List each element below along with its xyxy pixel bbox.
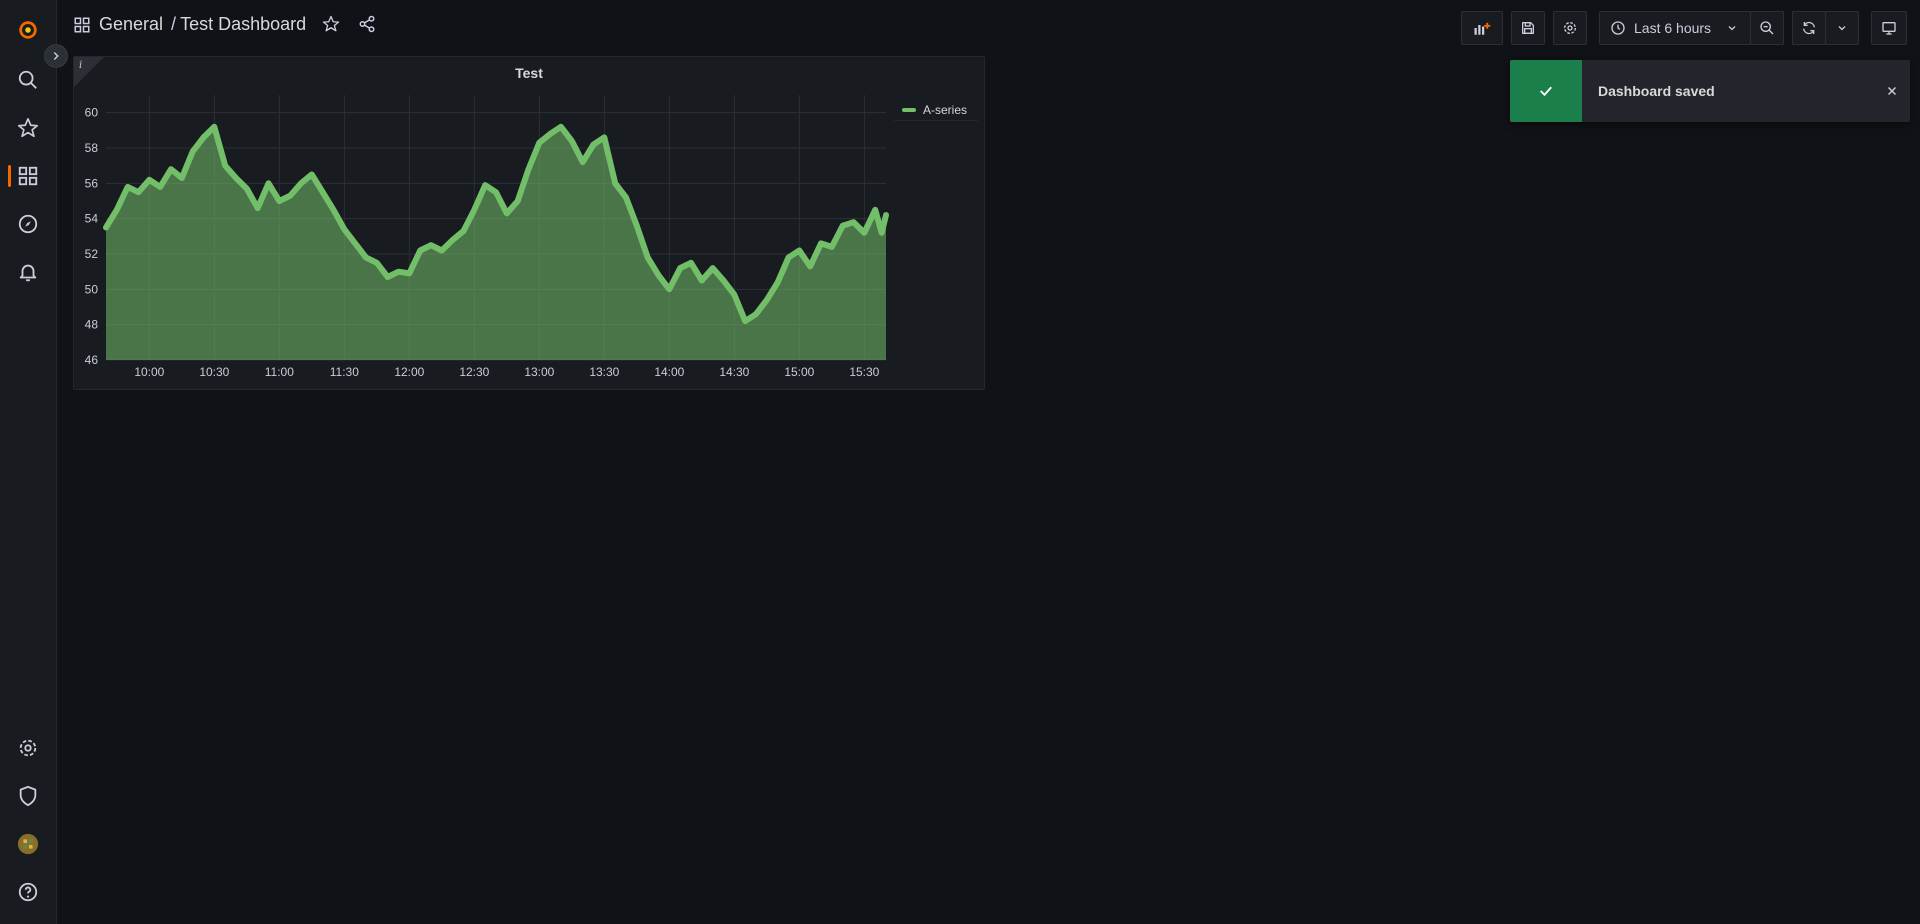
x-tick-label: 14:30 — [719, 365, 749, 379]
explore-icon[interactable] — [0, 204, 56, 244]
tv-icon — [1882, 22, 1896, 35]
dashboard-settings-button[interactable] — [1553, 11, 1587, 45]
legend-series-name: A-series — [923, 102, 968, 117]
help-icon[interactable] — [0, 872, 56, 912]
close-icon — [1887, 86, 1897, 96]
alerting-icon[interactable] — [0, 252, 56, 292]
refresh-icon — [1803, 21, 1815, 35]
active-indicator — [8, 165, 11, 187]
view-mode-button[interactable] — [1871, 11, 1907, 45]
x-tick-label: 15:00 — [784, 365, 814, 379]
info-icon: i — [79, 60, 83, 71]
dashboards-icon — [73, 16, 91, 34]
dashboard-title[interactable]: Test Dashboard — [180, 14, 307, 34]
breadcrumb-folder[interactable]: General — [99, 14, 164, 34]
graph-panel[interactable]: i Test 46 48 50 52 54 56 58 60 10:00 10:30 11:00 1… — [73, 56, 985, 390]
y-tick-label: 60 — [85, 106, 99, 120]
y-tick-label: 54 — [85, 212, 99, 226]
clock-icon — [1611, 21, 1625, 35]
avatar[interactable] — [0, 824, 56, 864]
toast-notification: Dashboard saved — [1510, 60, 1910, 122]
toast-close-button[interactable] — [1874, 73, 1910, 109]
x-tick-label: 12:30 — [459, 365, 489, 379]
add-panel-button[interactable] — [1461, 11, 1503, 45]
y-tick-label: 50 — [85, 282, 99, 296]
chevron-down-icon — [1728, 26, 1736, 31]
x-tick-label: 10:30 — [199, 365, 229, 379]
chart: 46 48 50 52 54 56 58 60 10:00 10:30 11:00 11:30 12:… — [85, 95, 889, 379]
time-range-label: Last 6 hours — [1634, 20, 1712, 36]
top-bar: General / Test Dashboard Last 6 hours — [57, 0, 1920, 56]
shield-icon[interactable] — [0, 776, 56, 816]
y-tick-label: 52 — [85, 247, 99, 261]
panel-title[interactable]: Test — [515, 65, 543, 81]
chart-area — [103, 123, 889, 360]
refresh-interval-dropdown[interactable] — [1825, 11, 1859, 45]
gear-icon — [1564, 22, 1576, 34]
zoom-out-icon — [1760, 21, 1774, 35]
x-tick-label: 15:30 — [849, 365, 879, 379]
add-panel-icon — [1474, 22, 1491, 35]
star-icon[interactable] — [0, 108, 56, 148]
search-icon[interactable] — [0, 60, 56, 100]
x-tick-label: 10:00 — [134, 365, 164, 379]
star-icon[interactable] — [322, 15, 342, 35]
success-check-icon — [1510, 60, 1582, 122]
gear-icon[interactable] — [0, 728, 56, 768]
x-tick-label: 13:00 — [524, 365, 554, 379]
y-axis: 46 48 50 52 54 56 58 60 — [85, 106, 99, 367]
y-tick-label: 58 — [85, 141, 99, 155]
y-tick-label: 46 — [85, 353, 99, 367]
chevron-down-icon — [1838, 26, 1846, 31]
save-dashboard-button[interactable] — [1511, 11, 1545, 45]
breadcrumb-separator: / — [171, 14, 177, 34]
x-tick-label: 11:30 — [330, 365, 359, 379]
x-tick-label: 13:30 — [589, 365, 619, 379]
sidebar — [0, 0, 68, 924]
grafana-logo-icon[interactable] — [0, 10, 56, 50]
y-tick-label: 48 — [85, 318, 99, 332]
toast-message: Dashboard saved — [1598, 83, 1715, 99]
x-tick-label: 12:00 — [394, 365, 424, 379]
share-icon[interactable] — [358, 15, 378, 35]
panel-info-corner[interactable] — [74, 57, 104, 87]
expand-sidebar-button[interactable] — [44, 44, 68, 68]
x-tick-label: 14:00 — [654, 365, 684, 379]
chevron-right-icon — [53, 51, 59, 61]
save-icon — [1522, 22, 1534, 34]
dashboards-icon[interactable] — [0, 156, 56, 196]
legend-swatch — [902, 107, 916, 112]
x-axis: 10:00 10:30 11:00 11:30 12:00 12:30 13:00 13:30… — [134, 365, 879, 379]
x-tick-label: 11:00 — [265, 365, 294, 379]
time-range-picker[interactable]: Last 6 hours — [1599, 11, 1751, 45]
series-line — [103, 123, 889, 325]
chart-legend[interactable]: A-series — [894, 99, 978, 121]
refresh-button[interactable] — [1792, 11, 1826, 45]
y-tick-label: 56 — [85, 176, 99, 190]
zoom-out-button[interactable] — [1750, 11, 1784, 45]
breadcrumb: General / Test Dashboard — [73, 14, 378, 35]
